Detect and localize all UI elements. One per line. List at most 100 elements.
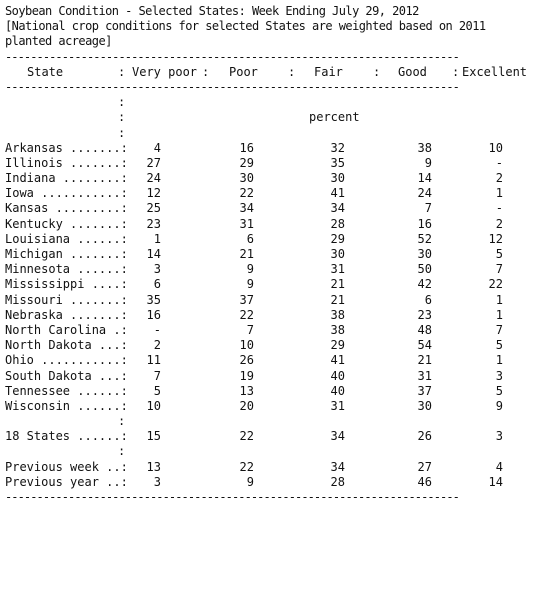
cell-very-poor: 3 [153, 262, 161, 277]
table-row: North Dakota ...: 2 10 29 54 5 [5, 338, 535, 353]
cell-very-poor: 3 [153, 474, 161, 489]
cell-very-poor: 10 [146, 398, 161, 413]
cell-very-poor: 24 [146, 171, 161, 186]
cell-good: 6 [424, 292, 432, 307]
header-good: Good [398, 64, 427, 79]
row-state: Minnesota ......: [5, 262, 128, 277]
cell-poor: 22 [239, 186, 254, 201]
unit-label: percent [309, 110, 360, 125]
cell-excellent: 2 [495, 216, 503, 231]
cell-very-poor: 4 [153, 140, 161, 155]
row-state: Previous year ..: [5, 474, 128, 489]
previous-week-row: Previous week ..: 13 22 34 27 4 [5, 460, 535, 475]
row-state: North Carolina .: [5, 322, 128, 337]
cell-poor: 16 [239, 140, 254, 155]
cell-very-poor: 11 [146, 353, 161, 368]
table-row: Kentucky .......: 23 31 28 16 2 [5, 217, 535, 232]
header-rule: ----------------------------------------… [5, 79, 460, 94]
cell-poor: 9 [246, 262, 254, 277]
cell-excellent: 10 [488, 140, 503, 155]
cell-excellent: 7 [495, 262, 503, 277]
cell-fair: 28 [330, 474, 345, 489]
cell-poor: 13 [239, 383, 254, 398]
cell-good: 38 [417, 140, 432, 155]
cell-fair: 40 [330, 368, 345, 383]
cell-poor: 29 [239, 155, 254, 170]
cell-excellent: 1 [495, 186, 503, 201]
cell-very-poor: 7 [153, 368, 161, 383]
report-note-line-2: planted acreage] [5, 34, 112, 49]
cell-very-poor: 35 [146, 292, 161, 307]
cell-excellent: - [495, 201, 503, 216]
row-state: Kansas .........: [5, 201, 128, 216]
cell-fair: 28 [330, 216, 345, 231]
cell-very-poor: 14 [146, 247, 161, 261]
cell-poor: 6 [246, 231, 254, 246]
row-state: 18 States ......: [5, 429, 128, 444]
table-row: Nebraska .......: 16 22 38 23 1 [5, 308, 535, 323]
row-state: Kentucky .......: [5, 216, 128, 231]
cell-good: 16 [417, 216, 432, 231]
cell-fair: 21 [330, 292, 345, 307]
table-row: Mississippi ....: 6 9 21 42 22 [5, 277, 535, 292]
table-row: Iowa ...........: 12 22 41 24 1 [5, 186, 535, 201]
cell-very-poor: - [153, 322, 161, 337]
cell-fair: 31 [330, 398, 345, 413]
row-state: Nebraska .......: [5, 307, 128, 322]
report-note-line-1: [National crop conditions for selected S… [5, 19, 486, 34]
table-row: Minnesota ......: 3 9 31 50 7 [5, 262, 535, 277]
cell-good: 30 [417, 398, 432, 413]
table-row: Arkansas .......: 4 16 32 38 10 [5, 141, 535, 156]
cell-good: 50 [417, 262, 432, 277]
cell-good: 21 [417, 353, 432, 368]
cell-very-poor: 6 [153, 277, 161, 292]
row-colon: : [118, 444, 126, 459]
cell-very-poor: 1 [153, 231, 161, 246]
header-sep: : [118, 64, 126, 79]
row-state: Ohio ...........: [5, 353, 128, 368]
cell-poor: 31 [239, 216, 254, 231]
cell-fair: 35 [330, 155, 345, 170]
cell-fair: 41 [330, 186, 345, 201]
cell-excellent: 3 [495, 368, 503, 383]
row-colon: : [118, 414, 126, 429]
cell-fair: 38 [330, 307, 345, 322]
header-sep: : [452, 64, 460, 79]
cell-fair: 34 [330, 201, 345, 216]
row-state: Illinois .......: [5, 155, 128, 170]
cell-good: 31 [417, 368, 432, 383]
row-colon: : [118, 110, 126, 125]
header-fair: Fair [314, 64, 343, 79]
cell-excellent: 4 [495, 459, 503, 474]
cell-excellent: 22 [488, 277, 503, 292]
cell-poor: 9 [246, 277, 254, 292]
cell-fair: 30 [330, 171, 345, 186]
spacer-row: : [5, 414, 535, 429]
cell-fair: 41 [330, 353, 345, 368]
cell-excellent: 1 [495, 292, 503, 307]
header-sep: : [373, 64, 381, 79]
cell-excellent: 2 [495, 171, 503, 186]
row-state: Missouri .......: [5, 292, 128, 307]
cell-very-poor: 23 [146, 216, 161, 231]
cell-excellent: 14 [488, 474, 503, 489]
cell-excellent: 12 [488, 231, 503, 246]
spacer-row: : [5, 95, 535, 110]
row-state: Louisiana ......: [5, 231, 128, 246]
cell-very-poor: 5 [153, 383, 161, 398]
table-row: Ohio ...........: 11 26 41 21 1 [5, 353, 535, 368]
cell-good: 14 [417, 171, 432, 186]
row-state: Michigan .......: [5, 247, 128, 261]
condition-report: Soybean Condition - Selected States: Wee… [5, 4, 535, 505]
cell-poor: 26 [239, 353, 254, 368]
cell-excellent: 9 [495, 398, 503, 413]
table-row: Missouri .......: 35 37 21 6 1 [5, 293, 535, 308]
top-rule: ----------------------------------------… [5, 49, 460, 64]
header-state: State [27, 64, 64, 79]
header-very-poor: Very poor [132, 64, 198, 79]
cell-good: 7 [424, 201, 432, 216]
cell-good: 27 [417, 459, 432, 474]
cell-good: 54 [417, 338, 432, 353]
previous-year-row: Previous year ..: 3 9 28 46 14 [5, 475, 535, 490]
cell-poor: 21 [239, 247, 254, 261]
